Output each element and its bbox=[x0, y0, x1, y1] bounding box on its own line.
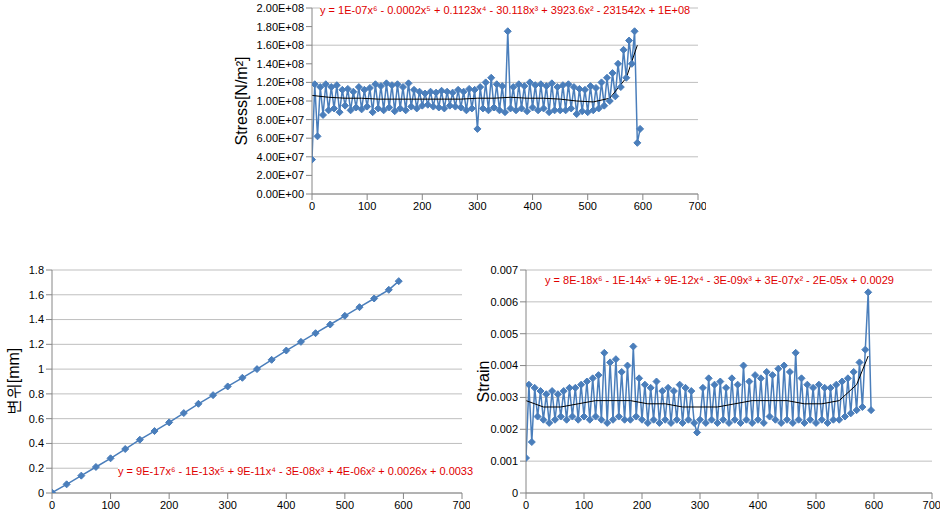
svg-text:0.004: 0.004 bbox=[490, 359, 518, 371]
svg-text:1.2: 1.2 bbox=[29, 338, 44, 350]
svg-text:1.60E+08: 1.60E+08 bbox=[257, 39, 304, 51]
svg-text:0.4: 0.4 bbox=[29, 437, 44, 449]
svg-text:1.8: 1.8 bbox=[29, 264, 44, 276]
svg-text:200: 200 bbox=[160, 499, 178, 511]
svg-text:0: 0 bbox=[523, 499, 529, 511]
svg-text:0: 0 bbox=[512, 487, 518, 499]
svg-text:1: 1 bbox=[38, 363, 44, 375]
svg-text:200: 200 bbox=[633, 499, 651, 511]
svg-text:1.40E+08: 1.40E+08 bbox=[257, 58, 304, 70]
svg-text:Strain: Strain bbox=[475, 361, 492, 403]
svg-text:600: 600 bbox=[394, 499, 412, 511]
svg-text:1.4: 1.4 bbox=[29, 313, 44, 325]
svg-text:0.6: 0.6 bbox=[29, 413, 44, 425]
svg-text:6.00E+07: 6.00E+07 bbox=[257, 132, 304, 144]
svg-text:0.006: 0.006 bbox=[490, 296, 518, 308]
svg-text:8.00E+07: 8.00E+07 bbox=[257, 114, 304, 126]
svg-text:700: 700 bbox=[453, 499, 470, 511]
svg-text:400: 400 bbox=[749, 499, 767, 511]
svg-text:0: 0 bbox=[49, 499, 55, 511]
svg-text:1.80E+08: 1.80E+08 bbox=[257, 21, 304, 33]
svg-text:0.2: 0.2 bbox=[29, 462, 44, 474]
svg-text:0.8: 0.8 bbox=[29, 388, 44, 400]
svg-text:300: 300 bbox=[691, 499, 709, 511]
svg-text:100: 100 bbox=[358, 200, 376, 212]
svg-text:600: 600 bbox=[634, 200, 652, 212]
svg-text:300: 300 bbox=[219, 499, 237, 511]
svg-text:0.001: 0.001 bbox=[490, 455, 518, 467]
svg-text:0.007: 0.007 bbox=[490, 264, 518, 276]
svg-text:500: 500 bbox=[807, 499, 825, 511]
svg-text:400: 400 bbox=[523, 200, 541, 212]
svg-text:0.00E+00: 0.00E+00 bbox=[257, 188, 304, 200]
svg-text:0.002: 0.002 bbox=[490, 423, 518, 435]
svg-text:400: 400 bbox=[277, 499, 295, 511]
svg-text:500: 500 bbox=[336, 499, 354, 511]
svg-text:300: 300 bbox=[468, 200, 486, 212]
svg-text:700: 700 bbox=[923, 499, 934, 511]
svg-text:1.00E+08: 1.00E+08 bbox=[257, 95, 304, 107]
svg-text:100: 100 bbox=[101, 499, 119, 511]
svg-text:500: 500 bbox=[579, 200, 597, 212]
svg-text:700: 700 bbox=[689, 200, 706, 212]
svg-text:4.00E+07: 4.00E+07 bbox=[257, 151, 304, 163]
svg-text:200: 200 bbox=[413, 200, 431, 212]
svg-text:100: 100 bbox=[575, 499, 593, 511]
svg-text:변위[mm]: 변위[mm] bbox=[8, 348, 22, 416]
svg-text:2.00E+08: 2.00E+08 bbox=[257, 2, 304, 14]
svg-text:2.00E+07: 2.00E+07 bbox=[257, 169, 304, 181]
svg-text:Stress[N/m²]: Stress[N/m²] bbox=[233, 57, 250, 146]
html-text:y = 1E-07x⁶ - 0.0002x⁵ + 0.112: y = 1E-07x⁶ - 0.0002x⁵ + 0.1123x⁴ - 30.1… bbox=[320, 4, 691, 16]
svg-text:0: 0 bbox=[38, 487, 44, 499]
svg-text:1.6: 1.6 bbox=[29, 289, 44, 301]
html-text:y = 8E-18x⁶ - 1E-14x⁵ + 9E-12x: y = 8E-18x⁶ - 1E-14x⁵ + 9E-12x⁴ - 3E-09x… bbox=[545, 274, 894, 286]
svg-text:1.20E+08: 1.20E+08 bbox=[257, 76, 304, 88]
svg-text:600: 600 bbox=[865, 499, 883, 511]
svg-text:0.005: 0.005 bbox=[490, 328, 518, 340]
svg-text:0: 0 bbox=[309, 200, 315, 212]
svg-text:0.003: 0.003 bbox=[490, 391, 518, 403]
html-text:y = 9E-17x⁶ - 1E-13x⁵ + 9E-11x: y = 9E-17x⁶ - 1E-13x⁵ + 9E-11x⁴ - 3E-08x… bbox=[118, 465, 474, 477]
